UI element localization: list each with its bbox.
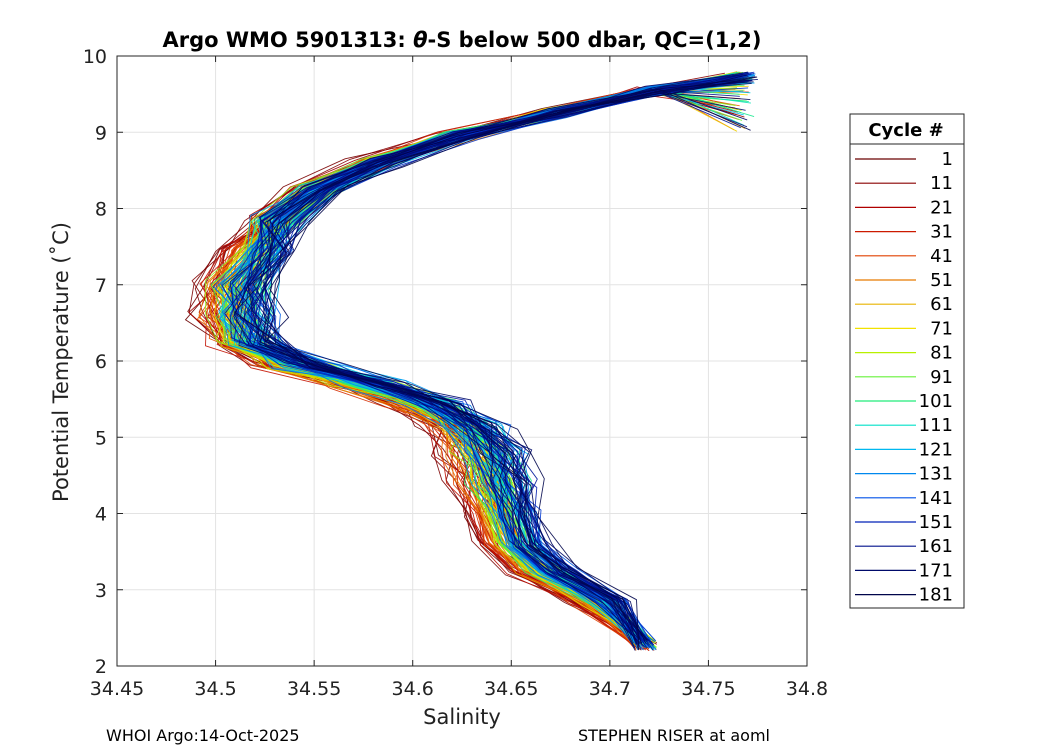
y-tick-label: 10 [83, 46, 107, 68]
legend-entry-label: 21 [930, 197, 953, 218]
legend: Cycle # 11121314151617181911011111211311… [849, 113, 965, 609]
x-axis-label: Salinity [423, 705, 501, 729]
legend-entry-label: 1 [942, 149, 953, 170]
x-tick-label: 34.7 [589, 678, 631, 700]
x-tick-label: 34.8 [786, 678, 828, 700]
profile-line [224, 74, 739, 648]
x-tick-label: 34.65 [484, 678, 538, 700]
legend-title: Cycle # [868, 120, 943, 141]
legend-entry-label: 181 [919, 585, 953, 606]
x-axis: 34.45 34.5 34.55 34.6 34.65 34.7 34.75 34.8 [90, 56, 828, 700]
legend-entry-label: 101 [919, 391, 953, 412]
legend-entry-label: 81 [930, 343, 953, 364]
chart-title: Argo WMO 5901313: θ-S below 500 dbar, QC… [162, 28, 761, 52]
legend-entry-label: 121 [919, 439, 953, 460]
profile-line [261, 82, 752, 642]
legend-entry-label: 71 [930, 318, 953, 339]
legend-entry-label: 111 [919, 415, 953, 436]
x-tick-label: 34.75 [681, 678, 735, 700]
y-tick-label: 5 [95, 427, 107, 449]
x-tick-label: 34.6 [392, 678, 434, 700]
profile-line [234, 88, 751, 641]
profile-line [264, 76, 758, 650]
x-tick-label: 34.55 [287, 678, 341, 700]
y-tick-label: 6 [95, 351, 107, 373]
x-tick-label: 34.5 [194, 678, 236, 700]
x-tick-label: 34.45 [90, 678, 144, 700]
y-axis-label: Potential Temperature (˚C) [49, 222, 73, 502]
y-tick-label: 7 [95, 275, 107, 297]
legend-box [849, 113, 965, 609]
legend-entry-label: 131 [919, 464, 953, 485]
y-tick-label: 4 [95, 504, 107, 526]
legend-entry-label: 61 [930, 294, 953, 315]
profile-line [203, 75, 728, 645]
profile-line [213, 78, 731, 649]
y-tick-label: 8 [95, 199, 107, 221]
y-tick-label: 3 [95, 580, 107, 602]
profile-line [259, 76, 756, 645]
legend-entry-label: 41 [930, 246, 953, 267]
profile-line [247, 80, 752, 640]
legend-entry-label: 31 [930, 222, 953, 243]
profile-lines [184, 71, 758, 652]
legend-entry-label: 91 [930, 367, 953, 388]
y-tick-label: 9 [95, 122, 107, 144]
legend-entry-label: 171 [919, 560, 953, 581]
profile-line [266, 81, 754, 644]
footer-right: STEPHEN RISER at aoml [578, 726, 770, 745]
y-axis: 2 3 4 5 6 7 8 9 10 [83, 46, 807, 678]
legend-entry-label: 151 [919, 512, 953, 533]
profile-line [233, 71, 749, 645]
y-tick-label: 2 [95, 656, 107, 678]
legend-entry-label: 161 [919, 536, 953, 557]
profile-line [229, 80, 742, 642]
legend-entry-label: 51 [930, 270, 953, 291]
legend-entry-label: 11 [930, 173, 953, 194]
legend-entry-label: 141 [919, 488, 953, 509]
footer-left: WHOI Argo:14-Oct-2025 [106, 726, 300, 745]
